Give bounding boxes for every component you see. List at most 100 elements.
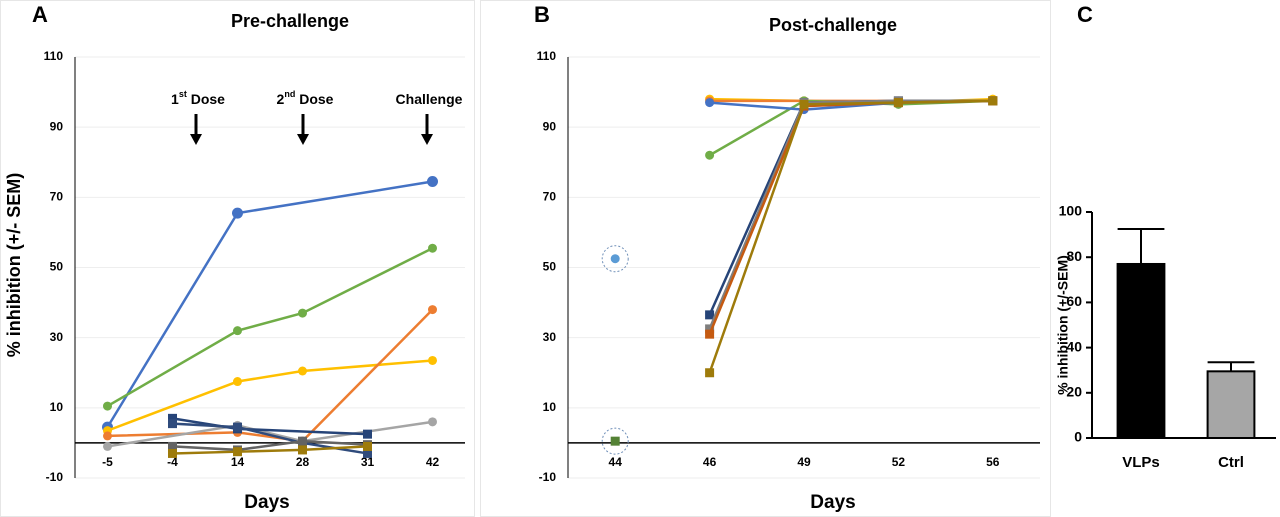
series-line xyxy=(708,99,993,330)
arrow-head xyxy=(190,134,202,145)
x-tick-label: VLPs xyxy=(1122,454,1160,471)
series-line xyxy=(106,247,434,408)
y-tick-label: 10 xyxy=(50,400,64,414)
y-tick-label: 100 xyxy=(1059,203,1083,219)
annotation: 1st Dose xyxy=(171,89,225,106)
annotation: 2nd Dose xyxy=(277,89,334,106)
series-line xyxy=(172,445,368,455)
point xyxy=(363,441,372,451)
series-line xyxy=(708,99,993,157)
y-tick-label: -10 xyxy=(539,470,557,484)
x-tick-label: 44 xyxy=(609,455,623,469)
annotation-text: 1 xyxy=(171,91,179,107)
chart-title: Post-challenge xyxy=(769,15,897,35)
point xyxy=(705,98,715,108)
point xyxy=(103,431,112,441)
y-tick-label: 90 xyxy=(543,119,557,133)
point xyxy=(168,448,177,458)
panel-letter: A xyxy=(32,2,48,27)
point xyxy=(298,436,307,446)
series-line xyxy=(708,99,993,316)
point xyxy=(298,445,307,455)
highlight-circle xyxy=(601,245,629,273)
y-tick-label: 80 xyxy=(1066,248,1082,264)
series-line xyxy=(708,99,993,374)
point xyxy=(427,176,438,188)
point xyxy=(428,417,437,427)
point xyxy=(363,448,372,458)
arrow-head xyxy=(421,134,433,145)
panel-letter: B xyxy=(534,2,550,27)
x-tick-label: 31 xyxy=(361,455,375,469)
x-tick-label: 42 xyxy=(426,455,440,469)
y-tick-label: 50 xyxy=(543,260,557,274)
y-tick-label: -10 xyxy=(46,470,64,484)
bar xyxy=(1206,370,1256,439)
point xyxy=(610,436,620,446)
y-tick-label: 30 xyxy=(543,330,557,344)
y-tick-label: 30 xyxy=(50,330,64,344)
point xyxy=(232,207,243,219)
point xyxy=(233,447,242,457)
annotation: Challenge xyxy=(396,91,463,107)
point xyxy=(168,413,177,423)
annotation-sup: nd xyxy=(284,89,295,99)
annotation-text: 2 xyxy=(277,91,285,107)
panel-letter: C xyxy=(1077,2,1093,27)
y-axis-label: % inhibition (+/- SEM) xyxy=(4,173,24,357)
series-line xyxy=(172,439,368,452)
x-tick-label: -4 xyxy=(167,455,178,469)
x-tick-label: 14 xyxy=(231,455,245,469)
y-tick-label: 20 xyxy=(1066,384,1082,400)
point xyxy=(988,96,998,106)
y-tick-label: 40 xyxy=(1066,338,1082,354)
point xyxy=(428,305,437,315)
chart-title: Pre-challenge xyxy=(231,11,349,31)
point xyxy=(233,326,242,336)
point xyxy=(298,366,307,376)
point xyxy=(705,329,715,339)
series-line xyxy=(107,308,434,443)
x-tick-label: 49 xyxy=(797,455,811,469)
annotation-sup: st xyxy=(179,89,187,99)
annotation-text: Challenge xyxy=(396,91,463,107)
y-tick-label: 60 xyxy=(1066,293,1082,309)
arrow-head xyxy=(297,134,309,145)
point xyxy=(168,441,177,451)
point xyxy=(363,429,372,439)
y-tick-label: 90 xyxy=(50,119,64,133)
x-tick-label: 28 xyxy=(296,455,310,469)
point xyxy=(799,99,809,109)
series-line xyxy=(107,359,433,432)
panel-frame xyxy=(480,0,1051,517)
point xyxy=(298,308,307,318)
point xyxy=(610,254,620,264)
y-tick-label: 0 xyxy=(1074,429,1082,445)
point xyxy=(103,401,112,411)
y-tick-label: 110 xyxy=(44,49,64,63)
y-tick-label: 110 xyxy=(537,49,557,63)
point xyxy=(428,243,437,253)
y-tick-label: 10 xyxy=(543,400,557,414)
x-axis-label: Days xyxy=(810,492,855,513)
series-line xyxy=(106,180,433,428)
point xyxy=(705,368,715,378)
point xyxy=(428,355,437,365)
x-tick-label: 56 xyxy=(986,455,1000,469)
y-tick-label: 50 xyxy=(50,260,64,274)
point xyxy=(705,150,715,160)
point xyxy=(103,441,112,451)
annotation-text: Dose xyxy=(295,91,333,107)
point xyxy=(893,98,903,108)
x-tick-label: -5 xyxy=(102,455,113,469)
y-tick-label: 70 xyxy=(50,190,64,204)
panel-frame xyxy=(0,0,475,517)
point xyxy=(705,324,715,334)
x-tick-label: 46 xyxy=(703,455,717,469)
bar xyxy=(1116,262,1166,440)
point xyxy=(168,419,177,429)
point xyxy=(233,422,242,432)
point xyxy=(705,310,715,320)
point xyxy=(233,377,242,387)
